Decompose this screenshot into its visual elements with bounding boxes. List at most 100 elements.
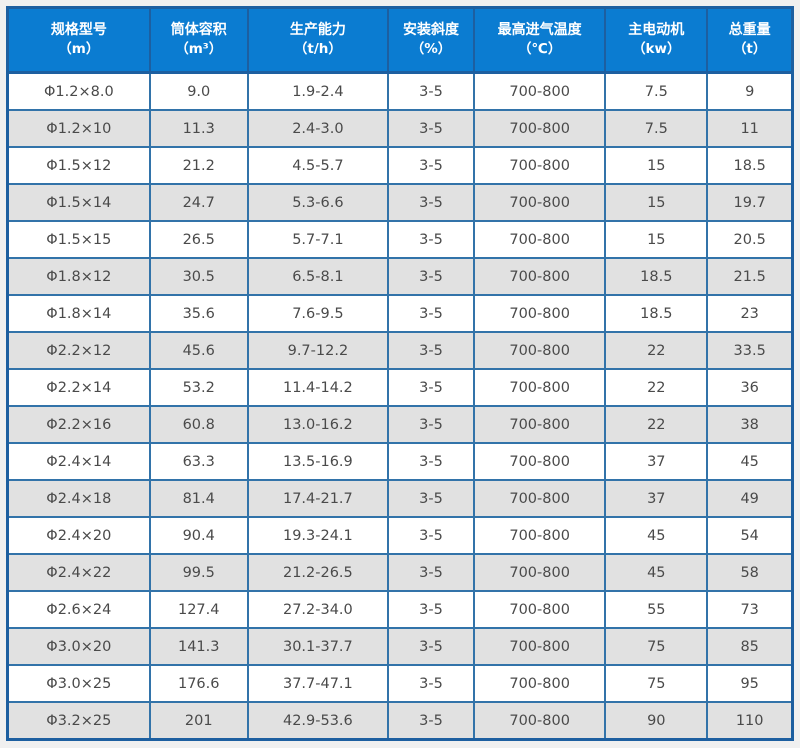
table-row: Φ1.2×10 11.3 2.4-3.0 3-5 700-800 7.5 11 — [6, 109, 794, 148]
cell-slope: 3-5 — [386, 71, 476, 111]
cell-volume: 60.8 — [148, 405, 249, 444]
column-header-volume: 筒体容积 （m³） — [148, 7, 248, 74]
cell-total-weight: 38 — [706, 405, 794, 444]
column-unit: （℃） — [517, 41, 562, 58]
column-unit: （kw） — [632, 41, 681, 58]
table-row: Φ2.6×24 127.4 27.2-34.0 3-5 700-800 55 73 — [6, 590, 794, 629]
cell-max-inlet-temp: 700-800 — [473, 183, 607, 222]
cell-total-weight: 19.7 — [706, 183, 794, 222]
table-row: Φ3.0×25 176.6 37.7-47.1 3-5 700-800 75 95 — [6, 664, 794, 703]
cell-volume: 176.6 — [148, 664, 249, 703]
column-unit: （t/h） — [293, 41, 342, 58]
cell-main-motor: 75 — [604, 627, 709, 666]
cell-model: Φ3.0×25 — [6, 664, 151, 703]
cell-capacity: 4.5-5.7 — [246, 146, 389, 185]
cell-max-inlet-temp: 700-800 — [473, 479, 607, 518]
cell-max-inlet-temp: 700-800 — [473, 516, 607, 555]
cell-main-motor: 37 — [604, 479, 709, 518]
cell-capacity: 21.2-26.5 — [246, 553, 389, 592]
cell-main-motor: 37 — [604, 442, 709, 481]
cell-slope: 3-5 — [386, 257, 476, 296]
cell-capacity: 37.7-47.1 — [246, 664, 389, 703]
cell-slope: 3-5 — [386, 516, 476, 555]
cell-slope: 3-5 — [386, 294, 476, 333]
column-header-total-weight: 总重量 （t） — [706, 7, 793, 74]
cell-slope: 3-5 — [386, 368, 476, 407]
cell-capacity: 11.4-14.2 — [246, 368, 389, 407]
column-label: 生产能力 — [289, 22, 346, 39]
cell-volume: 127.4 — [148, 590, 249, 629]
table-row: Φ2.2×14 53.2 11.4-14.2 3-5 700-800 22 36 — [6, 368, 794, 407]
cell-main-motor: 22 — [604, 368, 709, 407]
cell-model: Φ1.5×15 — [6, 220, 151, 259]
cell-volume: 90.4 — [148, 516, 249, 555]
cell-volume: 26.5 — [148, 220, 249, 259]
cell-capacity: 17.4-21.7 — [246, 479, 389, 518]
cell-model: Φ2.2×14 — [6, 368, 151, 407]
cell-model: Φ2.4×14 — [6, 442, 151, 481]
cell-total-weight: 36 — [706, 368, 794, 407]
cell-total-weight: 49 — [706, 479, 794, 518]
column-header-max-inlet-temp: 最高进气温度 （℃） — [473, 7, 606, 74]
cell-max-inlet-temp: 700-800 — [473, 257, 607, 296]
cell-slope: 3-5 — [386, 405, 476, 444]
cell-total-weight: 58 — [706, 553, 794, 592]
column-header-model: 规格型号 （m） — [7, 7, 150, 74]
table-row: Φ2.2×16 60.8 13.0-16.2 3-5 700-800 22 38 — [6, 405, 794, 444]
column-header-main-motor: 主电动机 （kw） — [604, 7, 708, 74]
cell-max-inlet-temp: 700-800 — [473, 294, 607, 333]
cell-max-inlet-temp: 700-800 — [473, 627, 607, 666]
cell-main-motor: 90 — [604, 701, 709, 741]
cell-volume: 45.6 — [148, 331, 249, 370]
cell-slope: 3-5 — [386, 701, 476, 741]
cell-capacity: 9.7-12.2 — [246, 331, 389, 370]
cell-volume: 35.6 — [148, 294, 249, 333]
cell-total-weight: 54 — [706, 516, 794, 555]
cell-capacity: 27.2-34.0 — [246, 590, 389, 629]
cell-total-weight: 45 — [706, 442, 794, 481]
cell-slope: 3-5 — [386, 442, 476, 481]
cell-model: Φ1.8×12 — [6, 257, 151, 296]
cell-volume: 30.5 — [148, 257, 249, 296]
cell-main-motor: 7.5 — [604, 71, 709, 111]
cell-max-inlet-temp: 700-800 — [473, 442, 607, 481]
cell-main-motor: 7.5 — [604, 109, 709, 148]
cell-max-inlet-temp: 700-800 — [473, 701, 607, 741]
cell-max-inlet-temp: 700-800 — [473, 368, 607, 407]
cell-capacity: 5.7-7.1 — [246, 220, 389, 259]
cell-total-weight: 9 — [706, 71, 794, 111]
cell-model: Φ2.2×16 — [6, 405, 151, 444]
cell-capacity: 6.5-8.1 — [246, 257, 389, 296]
table-row: Φ1.8×12 30.5 6.5-8.1 3-5 700-800 18.5 21.5 — [6, 257, 794, 296]
table-row: Φ3.2×25 201 42.9-53.6 3-5 700-800 90 110 — [6, 701, 794, 741]
column-header-capacity: 生产能力 （t/h） — [246, 7, 388, 74]
cell-slope: 3-5 — [386, 664, 476, 703]
table-row: Φ2.4×22 99.5 21.2-26.5 3-5 700-800 45 58 — [6, 553, 794, 592]
column-unit: （m³） — [175, 41, 223, 58]
table-row: Φ1.5×15 26.5 5.7-7.1 3-5 700-800 15 20.5 — [6, 220, 794, 259]
cell-max-inlet-temp: 700-800 — [473, 405, 607, 444]
cell-volume: 11.3 — [148, 109, 249, 148]
cell-model: Φ1.8×14 — [6, 294, 151, 333]
cell-main-motor: 45 — [604, 553, 709, 592]
cell-max-inlet-temp: 700-800 — [473, 220, 607, 259]
cell-volume: 21.2 — [148, 146, 249, 185]
cell-volume: 24.7 — [148, 183, 249, 222]
cell-model: Φ2.6×24 — [6, 590, 151, 629]
cell-capacity: 13.0-16.2 — [246, 405, 389, 444]
cell-slope: 3-5 — [386, 553, 476, 592]
column-label: 最高进气温度 — [497, 22, 582, 39]
table-row: Φ2.4×14 63.3 13.5-16.9 3-5 700-800 37 45 — [6, 442, 794, 481]
cell-total-weight: 11 — [706, 109, 794, 148]
cell-capacity: 1.9-2.4 — [246, 71, 389, 111]
cell-slope: 3-5 — [386, 220, 476, 259]
table-body: Φ1.2×8.0 9.0 1.9-2.4 3-5 700-800 7.5 9 Φ1.2×10 1… — [6, 71, 794, 741]
table-row: Φ1.8×14 35.6 7.6-9.5 3-5 700-800 18.5 23 — [6, 294, 794, 333]
cell-volume: 81.4 — [148, 479, 249, 518]
cell-main-motor: 22 — [604, 331, 709, 370]
cell-model: Φ1.5×12 — [6, 146, 151, 185]
cell-total-weight: 23 — [706, 294, 794, 333]
column-unit: （m） — [58, 41, 100, 58]
cell-total-weight: 110 — [706, 701, 794, 741]
table-row: Φ3.0×20 141.3 30.1-37.7 3-5 700-800 75 85 — [6, 627, 794, 666]
